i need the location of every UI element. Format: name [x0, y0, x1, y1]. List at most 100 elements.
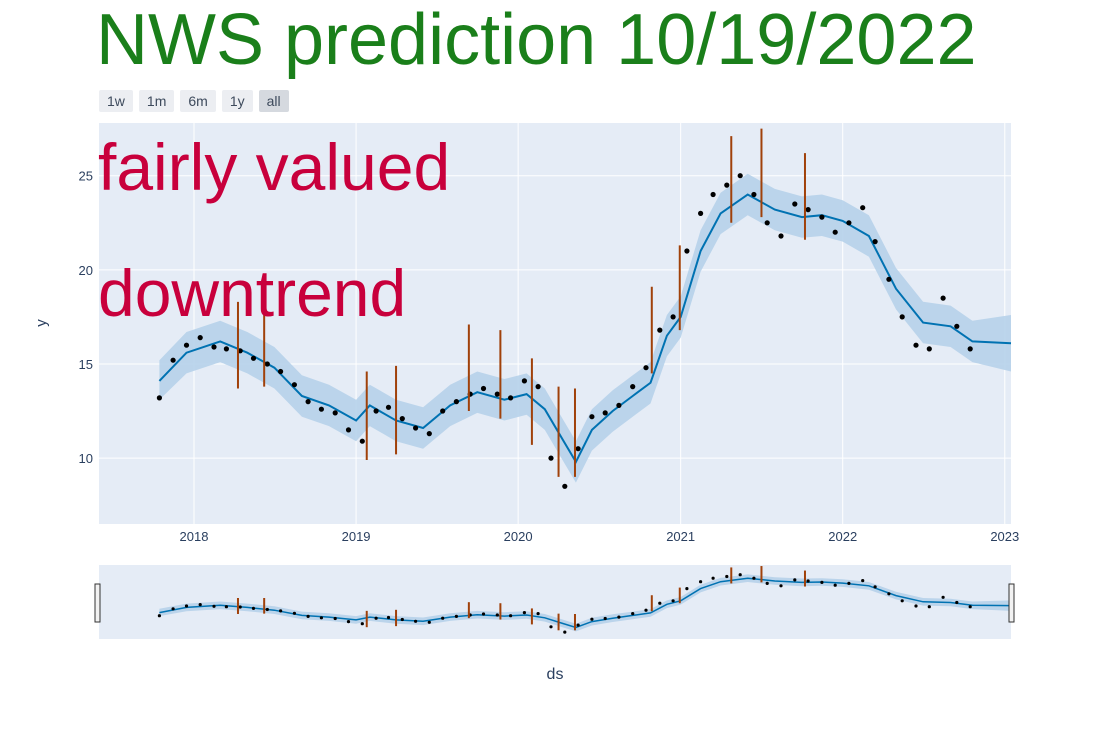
rangeslider-right-handle[interactable] [1008, 583, 1015, 623]
actual-point [886, 276, 892, 282]
actual-point [752, 576, 756, 580]
actual-point [536, 612, 540, 616]
actual-point [440, 408, 446, 414]
actual-point [711, 576, 715, 580]
actual-point [738, 573, 742, 577]
actual-point [900, 599, 904, 603]
actual-point [603, 616, 607, 621]
actual-point [872, 239, 878, 245]
rangeslider-points-layer [157, 573, 972, 634]
actual-point [860, 205, 866, 211]
range-button-all[interactable]: all [258, 90, 289, 112]
actual-point [360, 622, 364, 626]
actual-point [631, 612, 635, 616]
y-axis-label: y [33, 319, 50, 327]
actual-point [333, 616, 337, 621]
actual-points-layer [156, 173, 973, 489]
actual-point [184, 604, 189, 608]
actual-point [590, 617, 594, 621]
actual-point [345, 427, 352, 433]
actual-point [954, 323, 960, 329]
rangeslider-area[interactable] [99, 565, 1011, 639]
rangeslider-changepoints-layer [236, 566, 806, 631]
y-tick-label: 25 [79, 169, 93, 184]
actual-point [968, 605, 972, 609]
actual-point [212, 604, 216, 608]
uncertainty-band [159, 173, 1011, 483]
y-tick-label: 10 [79, 451, 93, 466]
actual-point [441, 616, 445, 620]
actual-point [535, 384, 541, 390]
actual-point [913, 342, 919, 348]
actual-point [819, 214, 825, 220]
actual-point [576, 623, 580, 627]
range-button-1y[interactable]: 1y [221, 90, 253, 112]
range-selector: 1w 1m 6m 1y all [99, 90, 289, 112]
actual-point [927, 605, 931, 609]
range-button-1w[interactable]: 1w [99, 90, 133, 112]
actual-point [644, 608, 648, 612]
actual-point [332, 410, 338, 416]
actual-point [643, 365, 649, 371]
actual-point [684, 248, 690, 254]
actual-point [778, 233, 784, 239]
actual-point [454, 614, 458, 619]
actual-point [698, 210, 704, 216]
actual-point [847, 581, 851, 586]
actual-point [725, 574, 729, 579]
actual-point [250, 355, 257, 361]
actual-point [509, 614, 513, 618]
actual-point [373, 408, 379, 414]
x-tick-label: 2020 [504, 529, 533, 544]
actual-point [198, 603, 202, 607]
actual-point [278, 368, 284, 375]
actual-point [940, 295, 946, 301]
actual-point [305, 399, 311, 405]
actual-point [833, 583, 837, 587]
actual-point [306, 614, 310, 619]
actual-point [156, 395, 162, 401]
rangeslider-left-handle[interactable] [94, 583, 101, 623]
plot-area [99, 123, 1011, 524]
actual-point [657, 327, 663, 333]
actual-point [792, 201, 798, 207]
x-tick-label: 2019 [342, 529, 371, 544]
actual-point [941, 595, 945, 599]
x-axis-label: ds [547, 666, 564, 683]
actual-point [291, 382, 297, 388]
actual-point [413, 425, 419, 431]
actual-point [562, 483, 568, 489]
uncertainty-band-layer [159, 173, 1011, 483]
actual-point [737, 173, 743, 179]
actual-point [820, 580, 824, 585]
forecast-line [158, 193, 1012, 464]
actual-point [223, 346, 229, 352]
actual-point [779, 584, 783, 588]
actual-point [359, 438, 365, 444]
actual-point [170, 357, 176, 363]
annotation-downtrend: downtrend [98, 256, 407, 330]
actual-point [292, 611, 296, 615]
actual-point [481, 612, 486, 616]
actual-point [751, 191, 757, 198]
actual-point [861, 579, 865, 583]
range-button-6m[interactable]: 6m [180, 90, 216, 112]
actual-point [899, 314, 905, 320]
chart-title: NWS prediction 10/19/2022 [96, 0, 977, 80]
changepoints-layer [236, 128, 806, 477]
actual-point [710, 191, 716, 198]
actual-point [955, 600, 959, 605]
actual-point [549, 625, 553, 629]
actual-point [967, 346, 973, 352]
actual-point [508, 395, 514, 401]
actual-point [279, 609, 283, 613]
range-button-1m[interactable]: 1m [138, 90, 175, 112]
actual-point [171, 607, 175, 611]
actual-point [658, 601, 662, 605]
actual-point [617, 615, 621, 619]
actual-point [319, 616, 323, 620]
x-tick-label: 2018 [180, 529, 209, 544]
actual-point [914, 604, 918, 608]
x-tick-label: 2022 [828, 529, 857, 544]
